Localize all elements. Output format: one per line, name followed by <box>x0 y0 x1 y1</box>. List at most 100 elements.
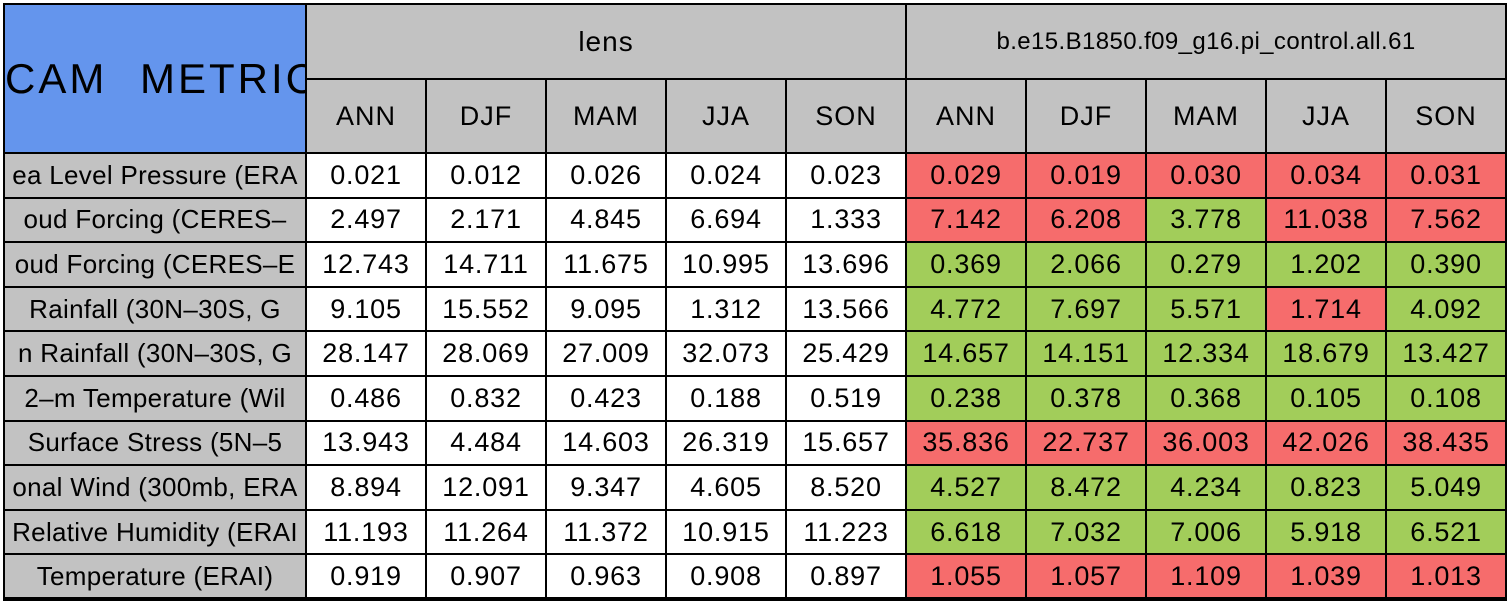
value-cell: 32.073 <box>665 330 787 377</box>
metric-label: n Rainfall (30N–30S, G <box>3 330 307 377</box>
value-cell: 15.657 <box>784 419 908 467</box>
value-cell-coded: 4.527 <box>905 464 1028 511</box>
value-cell: 13.943 <box>305 419 427 467</box>
value-cell-coded: 22.737 <box>1025 419 1148 467</box>
value-cell: 11.193 <box>305 508 427 556</box>
value-cell-coded: 1.109 <box>1145 553 1268 600</box>
value-cell: 0.026 <box>545 152 667 199</box>
metric-label: Relative Humidity (ERAI <box>3 508 307 556</box>
value-cell: 6.694 <box>665 196 787 244</box>
value-cell-coded: 0.108 <box>1385 374 1508 422</box>
value-cell: 13.566 <box>784 285 908 333</box>
value-cell: 26.319 <box>665 419 787 467</box>
value-cell-coded: 7.142 <box>905 196 1028 244</box>
value-cell: 1.312 <box>665 285 787 333</box>
value-cell: 4.845 <box>545 196 667 244</box>
value-cell-coded: 0.105 <box>1265 374 1388 422</box>
season-header-control-ann: ANN <box>905 78 1028 154</box>
table-row-sea-level-pressure: ea Level Pressure (ERA 0.021 0.012 0.026… <box>3 152 1508 199</box>
value-cell: 2.497 <box>305 196 427 244</box>
value-cell: 0.963 <box>545 553 667 600</box>
value-cell: 14.711 <box>425 241 547 288</box>
metric-label: ea Level Pressure (ERA <box>3 152 307 199</box>
value-cell-coded: 5.918 <box>1265 508 1388 556</box>
value-cell: 11.372 <box>545 508 667 556</box>
table-row-relative-humidity: Relative Humidity (ERAI 11.193 11.264 11… <box>3 508 1508 556</box>
season-header-control-son: SON <box>1385 78 1508 154</box>
table-row-sw-cloud-forcing: oud Forcing (CERES– 2.497 2.171 4.845 6.… <box>3 196 1508 244</box>
season-header-lens-jja: JJA <box>665 78 787 154</box>
season-header-control-jja: JJA <box>1265 78 1388 154</box>
value-cell-coded: 0.030 <box>1145 152 1268 199</box>
value-cell-coded: 7.562 <box>1385 196 1508 244</box>
season-header-lens-ann: ANN <box>305 78 427 154</box>
value-cell-coded: 18.679 <box>1265 330 1388 377</box>
value-cell-coded: 35.836 <box>905 419 1028 467</box>
value-cell-coded: 0.369 <box>905 241 1028 288</box>
value-cell-coded: 1.202 <box>1265 241 1388 288</box>
value-cell-coded: 4.234 <box>1145 464 1268 511</box>
value-cell-coded: 0.368 <box>1145 374 1268 422</box>
value-cell: 9.105 <box>305 285 427 333</box>
value-cell-coded: 1.714 <box>1265 285 1388 333</box>
value-cell: 0.919 <box>305 553 427 600</box>
table-row-ocean-rainfall: n Rainfall (30N–30S, G 28.147 28.069 27.… <box>3 330 1508 377</box>
metric-label: Surface Stress (5N–5 <box>3 419 307 467</box>
table-row-land-2m-temperature: 2–m Temperature (Wil 0.486 0.832 0.423 0… <box>3 374 1508 422</box>
value-cell-coded: 0.034 <box>1265 152 1388 199</box>
metric-label: Temperature (ERAI) <box>3 553 307 600</box>
value-cell: 0.012 <box>425 152 547 199</box>
value-cell-coded: 4.772 <box>905 285 1028 333</box>
value-cell: 12.091 <box>425 464 547 511</box>
value-cell-coded: 0.019 <box>1025 152 1148 199</box>
season-header-control-mam: MAM <box>1145 78 1268 154</box>
value-cell: 4.484 <box>425 419 547 467</box>
value-cell: 8.520 <box>784 464 908 511</box>
column-group-lens: lens <box>304 3 908 80</box>
value-cell-coded: 11.038 <box>1265 196 1388 244</box>
value-cell: 0.897 <box>784 553 908 600</box>
value-cell: 14.603 <box>545 419 667 467</box>
value-cell: 0.021 <box>305 152 427 199</box>
value-cell-coded: 8.472 <box>1025 464 1148 511</box>
value-cell-coded: 1.039 <box>1265 553 1388 600</box>
value-cell-coded: 36.003 <box>1145 419 1268 467</box>
value-cell-coded: 3.778 <box>1145 196 1268 244</box>
metric-label: onal Wind (300mb, ERA <box>3 464 307 511</box>
metric-label: 2–m Temperature (Wil <box>3 374 307 422</box>
value-cell-coded: 1.057 <box>1025 553 1148 600</box>
value-cell-coded: 12.334 <box>1145 330 1268 377</box>
value-cell-coded: 6.521 <box>1385 508 1508 556</box>
table-row-pacific-surface-stress: Surface Stress (5N–5 13.943 4.484 14.603… <box>3 419 1508 467</box>
season-header-control-djf: DJF <box>1025 78 1148 154</box>
value-cell-coded: 1.055 <box>905 553 1028 600</box>
value-cell: 8.894 <box>305 464 427 511</box>
value-cell: 15.552 <box>425 285 547 333</box>
table-row-lw-cloud-forcing: oud Forcing (CERES–E 12.743 14.711 11.67… <box>3 241 1508 288</box>
table-row-zonal-wind: onal Wind (300mb, ERA 8.894 12.091 9.347… <box>3 464 1508 511</box>
value-cell: 0.188 <box>665 374 787 422</box>
value-cell-coded: 1.013 <box>1385 553 1508 600</box>
season-header-lens-son: SON <box>784 78 908 154</box>
value-cell-coded: 4.092 <box>1385 285 1508 333</box>
value-cell-coded: 7.032 <box>1025 508 1148 556</box>
value-cell-coded: 6.208 <box>1025 196 1148 244</box>
value-cell-coded: 5.049 <box>1385 464 1508 511</box>
season-header-lens-mam: MAM <box>545 78 667 154</box>
value-cell: 12.743 <box>305 241 427 288</box>
value-cell-coded: 0.031 <box>1385 152 1508 199</box>
value-cell: 0.908 <box>665 553 787 600</box>
value-cell: 1.333 <box>784 196 908 244</box>
value-cell: 11.264 <box>425 508 547 556</box>
value-cell-coded: 0.390 <box>1385 241 1508 288</box>
value-cell-coded: 38.435 <box>1385 419 1508 467</box>
value-cell: 27.009 <box>545 330 667 377</box>
value-cell-coded: 6.618 <box>905 508 1028 556</box>
value-cell: 13.696 <box>784 241 908 288</box>
value-cell-coded: 0.029 <box>905 152 1028 199</box>
value-cell: 25.429 <box>784 330 908 377</box>
value-cell: 11.675 <box>545 241 667 288</box>
value-cell-coded: 0.238 <box>905 374 1028 422</box>
value-cell: 0.907 <box>425 553 547 600</box>
value-cell-coded: 0.823 <box>1265 464 1388 511</box>
